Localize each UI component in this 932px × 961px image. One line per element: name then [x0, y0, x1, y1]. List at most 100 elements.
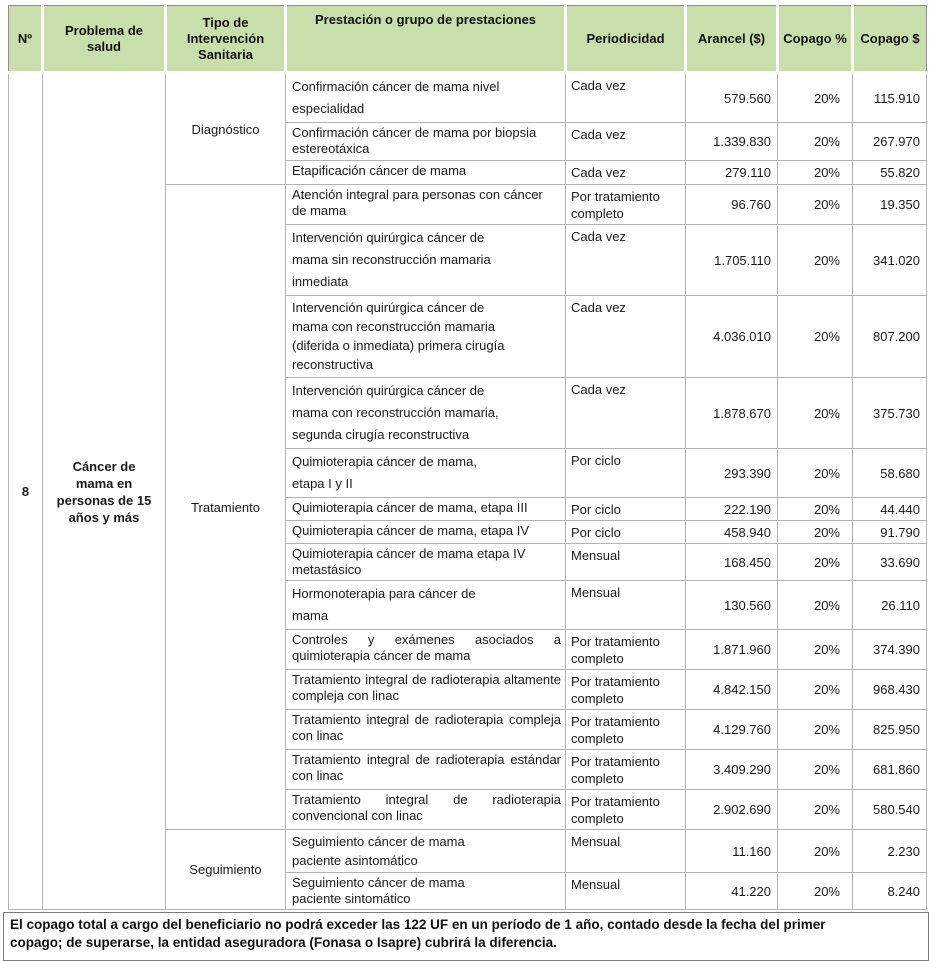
copago-pct-cell: 20%	[777, 872, 853, 910]
copago-pct-cell: 20%	[777, 160, 853, 185]
arancel-cell: 293.390	[685, 448, 778, 498]
prestacion-cell: Tratamiento integral de radioterapia alt…	[285, 669, 566, 710]
copago-cell: 115.910	[852, 72, 927, 123]
prestacion-cell: Quimioterapia cáncer de mama etapa IV me…	[285, 543, 566, 581]
table-row: Intervención quirúrgica cáncer de mama s…	[9, 224, 927, 296]
table-row: Hormonoterapia para cáncer de mama Mensua…	[9, 580, 927, 630]
copago-cell: 33.690	[852, 543, 927, 581]
periodicidad-cell: Mensual	[565, 580, 686, 630]
arancel-cell: 279.110	[685, 160, 778, 185]
tipo-cell: Tratamiento	[165, 184, 286, 830]
table-row: Intervención quirúrgica cáncer de mama c…	[9, 377, 927, 449]
table-row: Controles y exámenes asociados a quimiot…	[9, 629, 927, 670]
copago-pct-cell: 20%	[777, 72, 853, 123]
footer-note: El copago total a cargo del beneficiario…	[3, 912, 929, 961]
copago-cell: 8.240	[852, 872, 927, 910]
prestacion-cell: Quimioterapia cáncer de mama, etapa I y …	[285, 448, 566, 498]
problema-cell: Cáncer de mama en personas de 15 años y …	[42, 72, 166, 910]
tipo-cell: Diagnóstico	[165, 72, 286, 185]
periodicidad-cell: Cada vez	[565, 72, 686, 123]
arancel-cell: 4.036.010	[685, 295, 778, 378]
copago-pct-cell: 20%	[777, 709, 853, 750]
prestacion-cell: Seguimiento cáncer de mama paciente sint…	[285, 872, 566, 910]
col-header-copago-monto: Copago $	[851, 5, 927, 74]
copago-pct-cell: 20%	[777, 377, 853, 449]
prestacion-cell: Tratamiento integral de radioterapia con…	[285, 789, 566, 830]
copago-pct-cell: 20%	[777, 669, 853, 710]
copago-cell: 807.200	[852, 295, 927, 378]
periodicidad-cell: Por ciclo	[565, 497, 686, 521]
prestacion-cell: Confirmación cáncer de mama por biopsia …	[285, 122, 566, 161]
periodicidad-cell: Por tratamiento completo	[565, 669, 686, 710]
copago-cell: 681.860	[852, 749, 927, 790]
header-row: Nº Problema de salud Tipo de Intervenció…	[8, 5, 927, 74]
copago-cell: 44.440	[852, 497, 927, 521]
table-row: Quimioterapia cáncer de mama, etapa I y …	[9, 448, 927, 498]
col-header-periodicidad: Periodicidad	[564, 5, 687, 74]
periodicidad-cell: Por ciclo	[565, 520, 686, 544]
copago-cell: 58.680	[852, 448, 927, 498]
table-row: Quimioterapia cáncer de mama etapa IV me…	[9, 543, 927, 581]
table-row: Quimioterapia cáncer de mama, etapa IV Po…	[9, 520, 927, 544]
copago-pct-cell: 20%	[777, 749, 853, 790]
copago-pct-cell: 20%	[777, 580, 853, 630]
copago-cell: 341.020	[852, 224, 927, 296]
periodicidad-cell: Por tratamiento completo	[565, 749, 686, 790]
col-header-numero: Nº	[8, 5, 44, 74]
periodicidad-cell: Cada vez	[565, 377, 686, 449]
table-row: Seguimiento Seguimiento cáncer de mama pa…	[9, 829, 927, 910]
copago-cell: 825.950	[852, 709, 927, 750]
prestacion-cell: Intervención quirúrgica cáncer de mama s…	[285, 224, 566, 296]
copago-pct-cell: 20%	[777, 829, 853, 873]
col-header-tipo-intervencion: Tipo de Intervención Sanitaria	[164, 5, 287, 74]
prestacion-cell: Intervención quirúrgica cáncer de mama c…	[285, 377, 566, 449]
arancel-cell: 4.842.150	[685, 669, 778, 710]
col-header-problema-de-salud: Problema de salud	[41, 5, 167, 74]
arancel-cell: 41.220	[685, 872, 778, 910]
arancel-cell: 1.339.830	[685, 122, 778, 161]
arancel-cell: 2.902.690	[685, 789, 778, 830]
periodicidad-cell: Por tratamiento completo	[565, 629, 686, 670]
prestacion-cell: Quimioterapia cáncer de mama, etapa IV	[285, 520, 566, 544]
copago-cell: 55.820	[852, 160, 927, 185]
arancel-cell: 1.878.670	[685, 377, 778, 449]
copago-pct-cell: 20%	[777, 448, 853, 498]
ges-table-wrapper: Nº Problema de salud Tipo de Intervenció…	[8, 5, 927, 910]
prestacion-cell: Tratamiento integral de radioterapia com…	[285, 709, 566, 750]
arancel-cell: 96.760	[685, 184, 778, 225]
copago-cell: 267.970	[852, 122, 927, 161]
table-row: Tratamiento integral de radioterapia alt…	[9, 669, 927, 710]
prestacion-cell: Intervención quirúrgica cáncer de mama c…	[285, 295, 566, 378]
col-header-copago-pct: Copago %	[776, 5, 854, 74]
document-page: { "colors": { "header_bg": "#c9dfab", "i…	[0, 5, 932, 961]
arancel-cell: 579.560	[685, 72, 778, 123]
copago-pct-cell: 20%	[777, 520, 853, 544]
table-row: 8 Cáncer de mama en personas de 15 años y…	[8, 72, 927, 910]
col-header-prestacion: Prestación o grupo de prestaciones	[284, 5, 567, 74]
copago-pct-cell: 20%	[777, 497, 853, 521]
copago-cell: 580.540	[852, 789, 927, 830]
table-body: 8 Cáncer de mama en personas de 15 años y…	[8, 72, 927, 910]
periodicidad-cell: Por tratamiento completo	[565, 789, 686, 830]
arancel-cell: 1.705.110	[685, 224, 778, 296]
periodicidad-cell: Por tratamiento completo	[565, 709, 686, 750]
tipo-cell: Seguimiento	[165, 829, 286, 910]
table-row: Seguimiento cáncer de mama paciente sint…	[9, 872, 927, 910]
arancel-cell: 4.129.760	[685, 709, 778, 750]
arancel-cell: 3.409.290	[685, 749, 778, 790]
numero-cell: 8	[8, 72, 43, 910]
periodicidad-cell: Cada vez	[565, 295, 686, 378]
copago-pct-cell: 20%	[777, 184, 853, 225]
prestacion-cell: Etapificación cáncer de mama	[285, 160, 566, 185]
copago-pct-cell: 20%	[777, 629, 853, 670]
periodicidad-cell: Mensual	[565, 543, 686, 581]
arancel-cell: 222.190	[685, 497, 778, 521]
ges-prestaciones-table: Nº Problema de salud Tipo de Intervenció…	[8, 5, 927, 910]
prestacion-cell: Hormonoterapia para cáncer de mama	[285, 580, 566, 630]
arancel-cell: 11.160	[685, 829, 778, 873]
prestacion-cell: Quimioterapia cáncer de mama, etapa III	[285, 497, 566, 521]
arancel-cell: 458.940	[685, 520, 778, 544]
copago-pct-cell: 20%	[777, 295, 853, 378]
periodicidad-cell: Mensual	[565, 829, 686, 873]
copago-cell: 91.790	[852, 520, 927, 544]
